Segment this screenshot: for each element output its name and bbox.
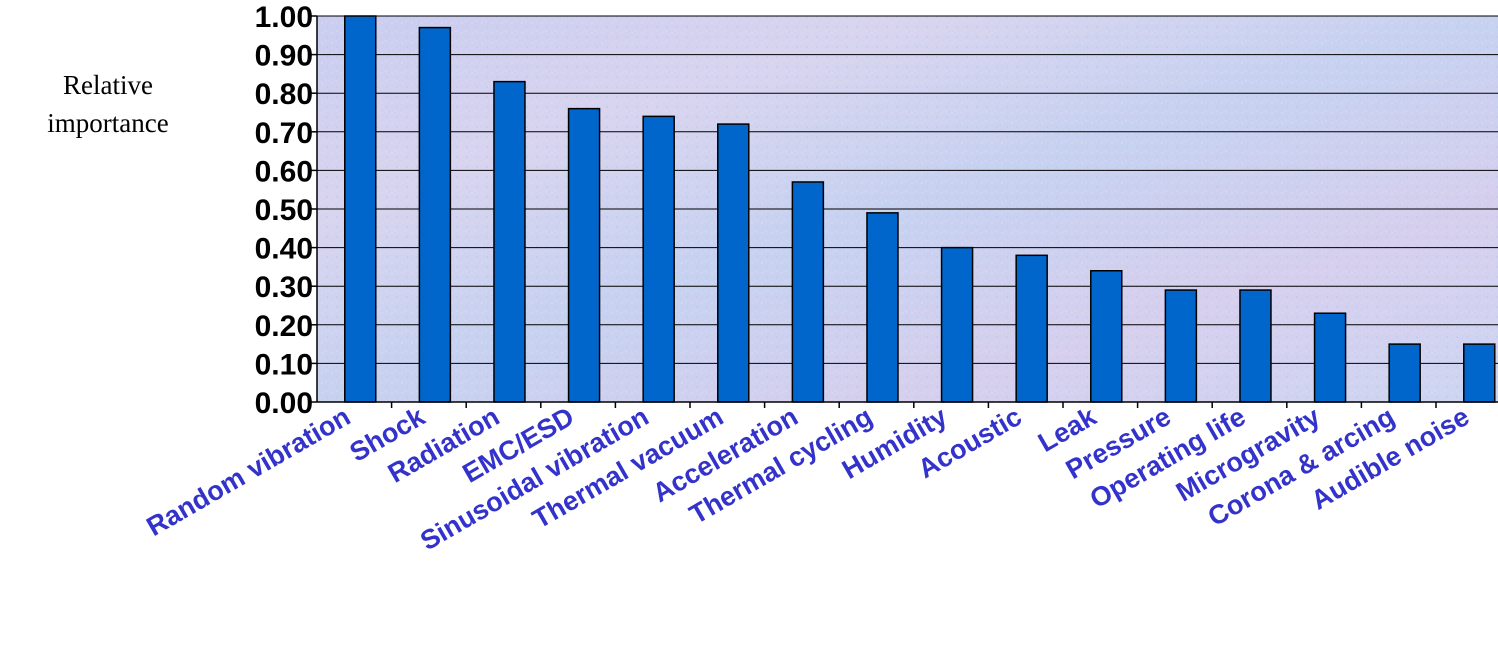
x-tick-label: Random vibration: [142, 401, 356, 542]
y-tick-label: 0.20: [255, 310, 313, 343]
bar: [717, 123, 750, 403]
y-tick-label: 0.80: [255, 78, 313, 111]
y-tick-label: 0.70: [255, 117, 313, 150]
axes: [311, 15, 1498, 408]
x-tick-labels: Random vibrationShockRadiationEMC/ESDSin…: [142, 401, 1475, 556]
bar: [1313, 312, 1347, 403]
y-tick-label: 1.00: [255, 1, 313, 34]
y-axis-label: Relative importance: [8, 66, 208, 142]
y-tick-labels: 0.00 0.10 0.20 0.30 0.40 0.50 0.60 0.70 0.80 0.90…: [255, 1, 313, 420]
bar: [1164, 289, 1198, 403]
bar: [1090, 270, 1123, 403]
bar: [493, 80, 526, 403]
bar: [791, 181, 825, 403]
bar: [1239, 289, 1272, 403]
bars: [344, 15, 1496, 403]
y-tick-label: 0.40: [255, 233, 313, 266]
bar: [344, 15, 377, 403]
y-tick-label: 0.90: [255, 40, 313, 73]
y-tick-label: 0.60: [255, 155, 313, 188]
y-tick-label: 0.50: [255, 194, 313, 227]
y-axis-label-line-1: Relative: [63, 70, 153, 100]
bar: [418, 26, 452, 403]
y-axis-label-line-2: importance: [47, 108, 169, 138]
bar: [940, 246, 974, 403]
bar: [567, 107, 601, 403]
bar: [1388, 343, 1421, 403]
bar: [1015, 254, 1048, 403]
bar: [866, 212, 899, 403]
bar: [642, 115, 675, 403]
y-tick-label: 0.30: [255, 271, 313, 304]
bar: [1463, 343, 1496, 403]
y-tick-label: 0.10: [255, 348, 313, 381]
y-tick-label: 0.00: [255, 387, 313, 420]
